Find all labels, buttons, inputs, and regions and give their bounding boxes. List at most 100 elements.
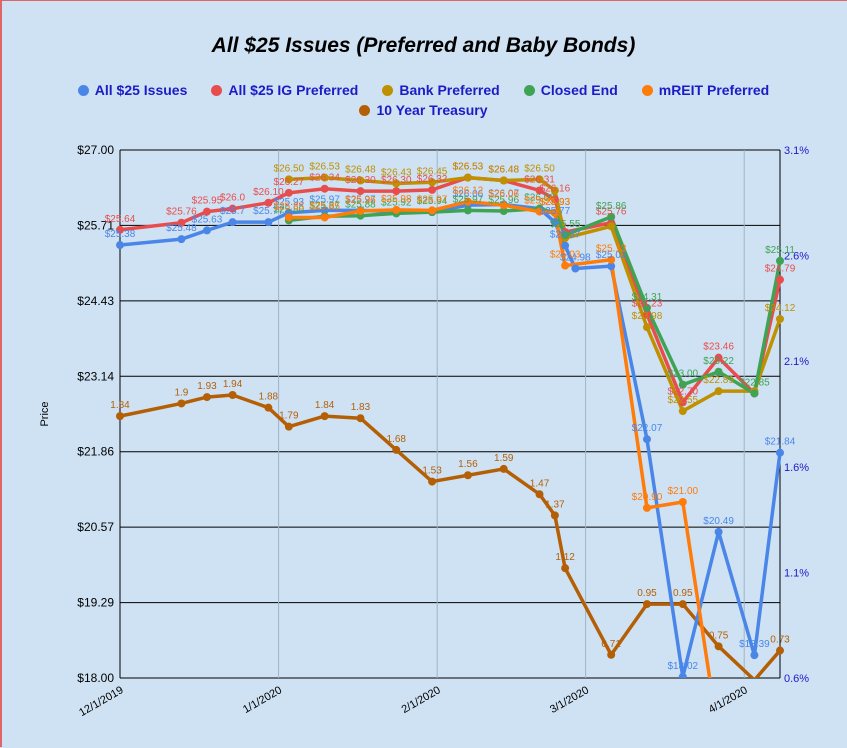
- legend-swatch: [382, 84, 394, 96]
- data-label-all-25-ig-preferred: $26.53: [453, 162, 484, 173]
- data-point-10-year-treasury: [264, 403, 273, 412]
- data-label-mreit-preferred: $25.93: [540, 197, 571, 208]
- series-data-labels: 1.84 1.9 1.93 1.94 1.881.79 1.84 1.83 1.68 1.53 1…: [105, 162, 796, 672]
- data-label-closed-end: $23.00: [667, 369, 698, 380]
- data-point-mreit-preferred: [284, 213, 293, 222]
- legend-swatch: [641, 84, 653, 96]
- data-point-all-25-ig-preferred: [356, 187, 365, 196]
- data-point-all-25-issues: [678, 672, 687, 678]
- data-label-10-year-treasury: 1.37: [545, 499, 565, 510]
- axis-labels: $27.00 $25.71 $24.43 $23.14 $21.86 $20.57 $19.…: [39, 143, 809, 719]
- data-point-10-year-treasury: [642, 600, 651, 609]
- data-point-all-25-issues: [550, 218, 559, 227]
- data-label-closed-end: $25.94: [417, 196, 448, 207]
- y-tick-label: $20.57: [77, 520, 114, 534]
- data-point-all-25-ig-preferred: [535, 186, 544, 195]
- legend-label: mREIT Preferred: [658, 82, 770, 98]
- data-point-bank-preferred: [607, 222, 616, 231]
- y-tick-label: $25.71: [77, 218, 114, 232]
- data-point-all-25-ig-preferred: [678, 398, 687, 407]
- legend-item-10-year-treasury: 10 Year Treasury: [359, 102, 488, 118]
- data-label-10-year-treasury: 0.71: [601, 639, 621, 650]
- data-label-10-year-treasury: 1.88: [259, 392, 279, 403]
- data-label-mreit-preferred: $20.90: [632, 492, 663, 503]
- data-label-all-25-issues: $22.07: [632, 423, 663, 434]
- data-label-10-year-treasury: 1.56: [458, 459, 478, 470]
- data-point-closed-end: [463, 206, 472, 215]
- x-tick-label: 3/1/2020: [548, 684, 591, 716]
- data-label-all-25-ig-preferred: $25.95: [192, 196, 223, 207]
- data-label-all-25-ig-preferred: $22.70: [667, 386, 698, 397]
- data-label-mreit-preferred: $25.97: [417, 194, 448, 205]
- data-label-10-year-treasury: 1.84: [315, 400, 335, 411]
- data-label-all-25-ig-preferred: $26.30: [381, 175, 412, 186]
- data-label-all-25-ig-preferred: $23.46: [703, 342, 734, 353]
- chart-legend: All $25 Issues All $25 IG Preferred Bank P…: [0, 80, 847, 120]
- series-line-bank-preferred: [288, 175, 782, 413]
- y2-tick-label: 1.6%: [784, 462, 809, 474]
- data-point-all-25-issues: [228, 218, 237, 227]
- data-label-10-year-treasury: 1.53: [422, 466, 442, 477]
- data-point-closed-end: [607, 212, 616, 221]
- data-point-all-25-issues: [561, 241, 570, 250]
- data-point-mreit-preferred: [356, 207, 365, 216]
- y2-tick-label: 2.6%: [784, 251, 809, 263]
- data-point-all-25-issues: [750, 651, 759, 660]
- data-point-closed-end: [750, 389, 759, 398]
- data-point-all-25-ig-preferred: [177, 218, 186, 227]
- legend-label: All $25 Issues: [94, 82, 188, 98]
- data-label-10-year-treasury: 1.93: [197, 381, 217, 392]
- data-label-bank-preferred: $22.55: [667, 395, 698, 406]
- data-label-10-year-treasury: 1.94: [223, 379, 243, 390]
- data-point-all-25-ig-preferred: [320, 184, 329, 193]
- data-point-all-25-ig-preferred: [264, 198, 273, 207]
- data-label-closed-end: $25.86: [596, 201, 627, 212]
- data-point-all-25-issues: [607, 262, 616, 271]
- data-point-bank-preferred: [776, 314, 784, 323]
- data-point-mreit-preferred: [499, 201, 508, 210]
- data-label-mreit-preferred: $25.13: [596, 244, 627, 255]
- data-point-bank-preferred: [428, 178, 437, 187]
- data-label-10-year-treasury: 1.12: [555, 552, 575, 563]
- y-tick-label: $23.14: [77, 369, 114, 383]
- data-label-bank-preferred: $22.89: [703, 375, 734, 386]
- data-point-10-year-treasury: [463, 471, 472, 480]
- data-label-closed-end: $25.96: [488, 195, 519, 206]
- data-point-10-year-treasury: [607, 650, 616, 659]
- legend-label: Bank Preferred: [399, 82, 500, 98]
- data-point-10-year-treasury: [228, 390, 237, 399]
- data-label-all-25-issues: $25.38: [105, 229, 136, 240]
- x-tick-label: 2/1/2020: [400, 684, 443, 716]
- data-point-all-25-issues: [571, 264, 580, 273]
- data-point-10-year-treasury: [116, 412, 124, 421]
- y-tick-label: $18.00: [77, 671, 114, 685]
- data-point-10-year-treasury: [678, 600, 687, 609]
- x-tick-label: 4/1/2020: [707, 684, 750, 716]
- data-point-bank-preferred: [499, 176, 508, 185]
- data-label-mreit-preferred: $25.85: [274, 201, 305, 212]
- data-point-all-25-ig-preferred: [392, 187, 401, 196]
- legend-label: All $25 IG Preferred: [228, 82, 359, 98]
- data-label-all-25-ig-preferred: $26.0: [220, 193, 245, 204]
- data-point-mreit-preferred: [463, 197, 472, 206]
- data-label-mreit-preferred: $21.00: [667, 486, 698, 497]
- data-point-bank-preferred: [642, 323, 651, 332]
- data-label-mreit-preferred: $26.06: [488, 189, 519, 200]
- series-points: [116, 173, 784, 678]
- data-label-bank-preferred: $26.48: [345, 165, 376, 176]
- data-point-all-25-ig-preferred: [228, 204, 237, 213]
- data-point-all-25-ig-preferred: [428, 185, 437, 194]
- data-label-bank-preferred: $26.50: [524, 163, 555, 174]
- data-label-closed-end: $25.97: [453, 194, 484, 205]
- data-label-all-25-issues: $25.93: [274, 197, 305, 208]
- data-label-mreit-preferred: $26.12: [453, 186, 484, 197]
- data-label-all-25-ig-preferred: $25.76: [166, 207, 197, 218]
- data-label-bank-preferred: $24.12: [765, 303, 796, 314]
- data-point-mreit-preferred: [550, 208, 559, 217]
- y-tick-label: $27.00: [77, 143, 114, 157]
- data-label-bank-preferred: $26.53: [453, 162, 484, 173]
- series-line-mreit-preferred: [288, 199, 712, 678]
- x-tick-label: 12/1/2019: [77, 684, 125, 719]
- data-point-10-year-treasury: [550, 511, 559, 520]
- data-point-all-25-ig-preferred: [284, 188, 293, 197]
